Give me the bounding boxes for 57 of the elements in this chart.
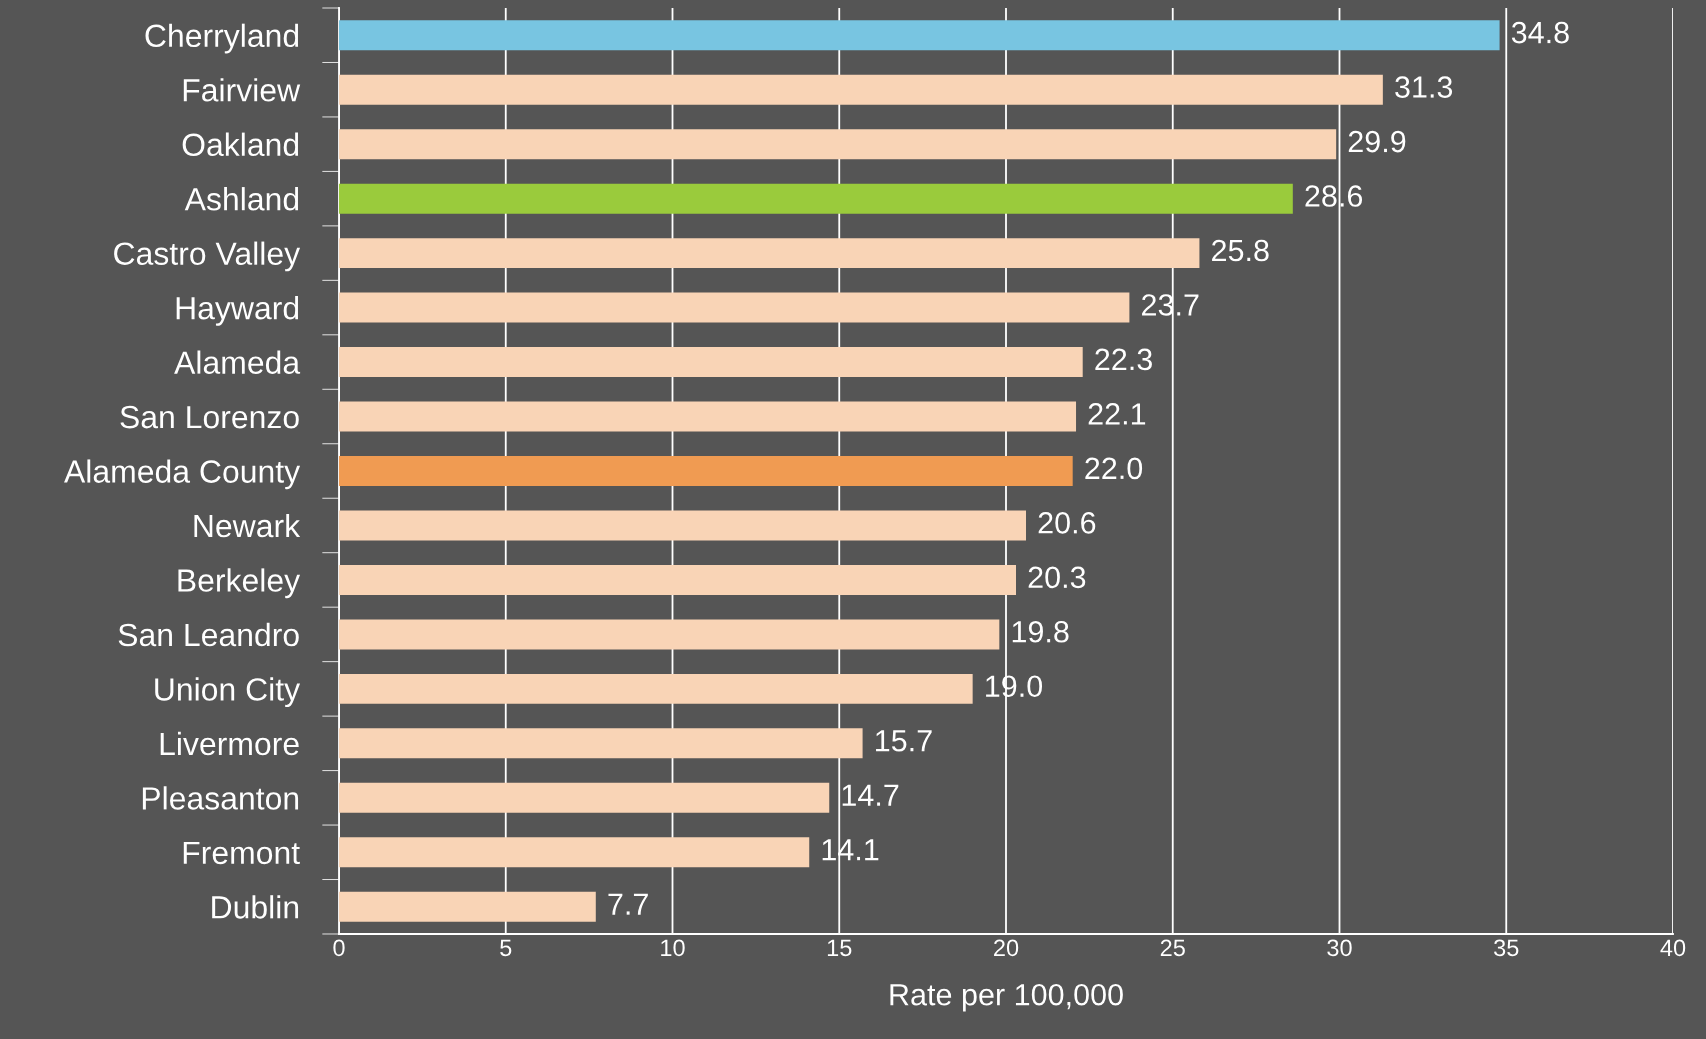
bar	[339, 20, 1500, 51]
y-tick-label: Dublin	[212, 895, 299, 919]
data-label: 14.7	[842, 784, 899, 806]
bar	[339, 347, 1083, 378]
bar	[339, 673, 973, 704]
y-tick-label: Hayward	[176, 296, 299, 326]
data-label: 22.0	[1085, 457, 1143, 480]
y-tick-label: Cherryland	[145, 23, 299, 54]
x-tick-label: 5	[500, 939, 512, 957]
bar	[339, 183, 1293, 214]
y-tick-label: Fremont	[183, 841, 300, 865]
data-label: 19.8	[1012, 620, 1069, 643]
y-tick-label: Union City	[155, 677, 301, 708]
y-tick-label: Castro Valley	[114, 241, 301, 272]
y-tick-label: Livermore	[160, 731, 299, 756]
y-tick-label: San Leandro	[118, 622, 299, 647]
x-tick-label: 35	[1494, 939, 1519, 957]
bar	[339, 782, 830, 813]
data-label: 22.1	[1088, 403, 1146, 425]
data-label: 29.9	[1348, 130, 1406, 153]
y-tick-label: Oakland	[182, 132, 299, 157]
data-label: 22.3	[1095, 348, 1152, 371]
bar	[339, 510, 1027, 541]
data-label: 20.3	[1028, 566, 1086, 589]
x-tick-label: 20	[994, 939, 1019, 957]
y-tick-label: Ashland	[184, 187, 299, 211]
bar	[339, 891, 596, 922]
bar	[339, 129, 1337, 160]
x-axis-title: Rate per 100,000	[890, 983, 1123, 1012]
bar	[339, 728, 863, 759]
data-label: 34.8	[1511, 21, 1569, 44]
data-label: 15.7	[876, 730, 932, 752]
x-tick-label: 25	[1160, 939, 1185, 957]
bar	[339, 456, 1073, 486]
y-tick-label: Berkeley	[178, 568, 301, 599]
y-tick-label: Alameda County	[64, 459, 301, 490]
bar	[339, 238, 1200, 269]
bar	[339, 401, 1077, 432]
bar	[339, 74, 1383, 105]
y-tick-label: San Lorenzo	[120, 405, 299, 429]
data-label: 7.7	[608, 893, 648, 915]
y-tick-label: Newark	[194, 513, 301, 538]
bar	[339, 619, 1000, 650]
x-tick-label: 10	[661, 939, 685, 957]
x-tick-label: 30	[1327, 939, 1352, 957]
y-tick-label: Pleasanton	[142, 786, 299, 810]
y-tick-label: Alameda	[174, 350, 301, 374]
bar	[339, 292, 1130, 323]
data-label: 31.3	[1395, 76, 1453, 98]
data-label: 25.8	[1212, 239, 1269, 262]
x-tick-label: 15	[827, 939, 852, 957]
bar	[339, 564, 1017, 595]
y-tick-label: Fairview	[183, 78, 301, 102]
data-label: 20.6	[1038, 512, 1096, 534]
x-tick-label: 40	[1660, 939, 1686, 957]
bar	[339, 837, 810, 868]
x-tick-label: 0	[333, 939, 345, 957]
